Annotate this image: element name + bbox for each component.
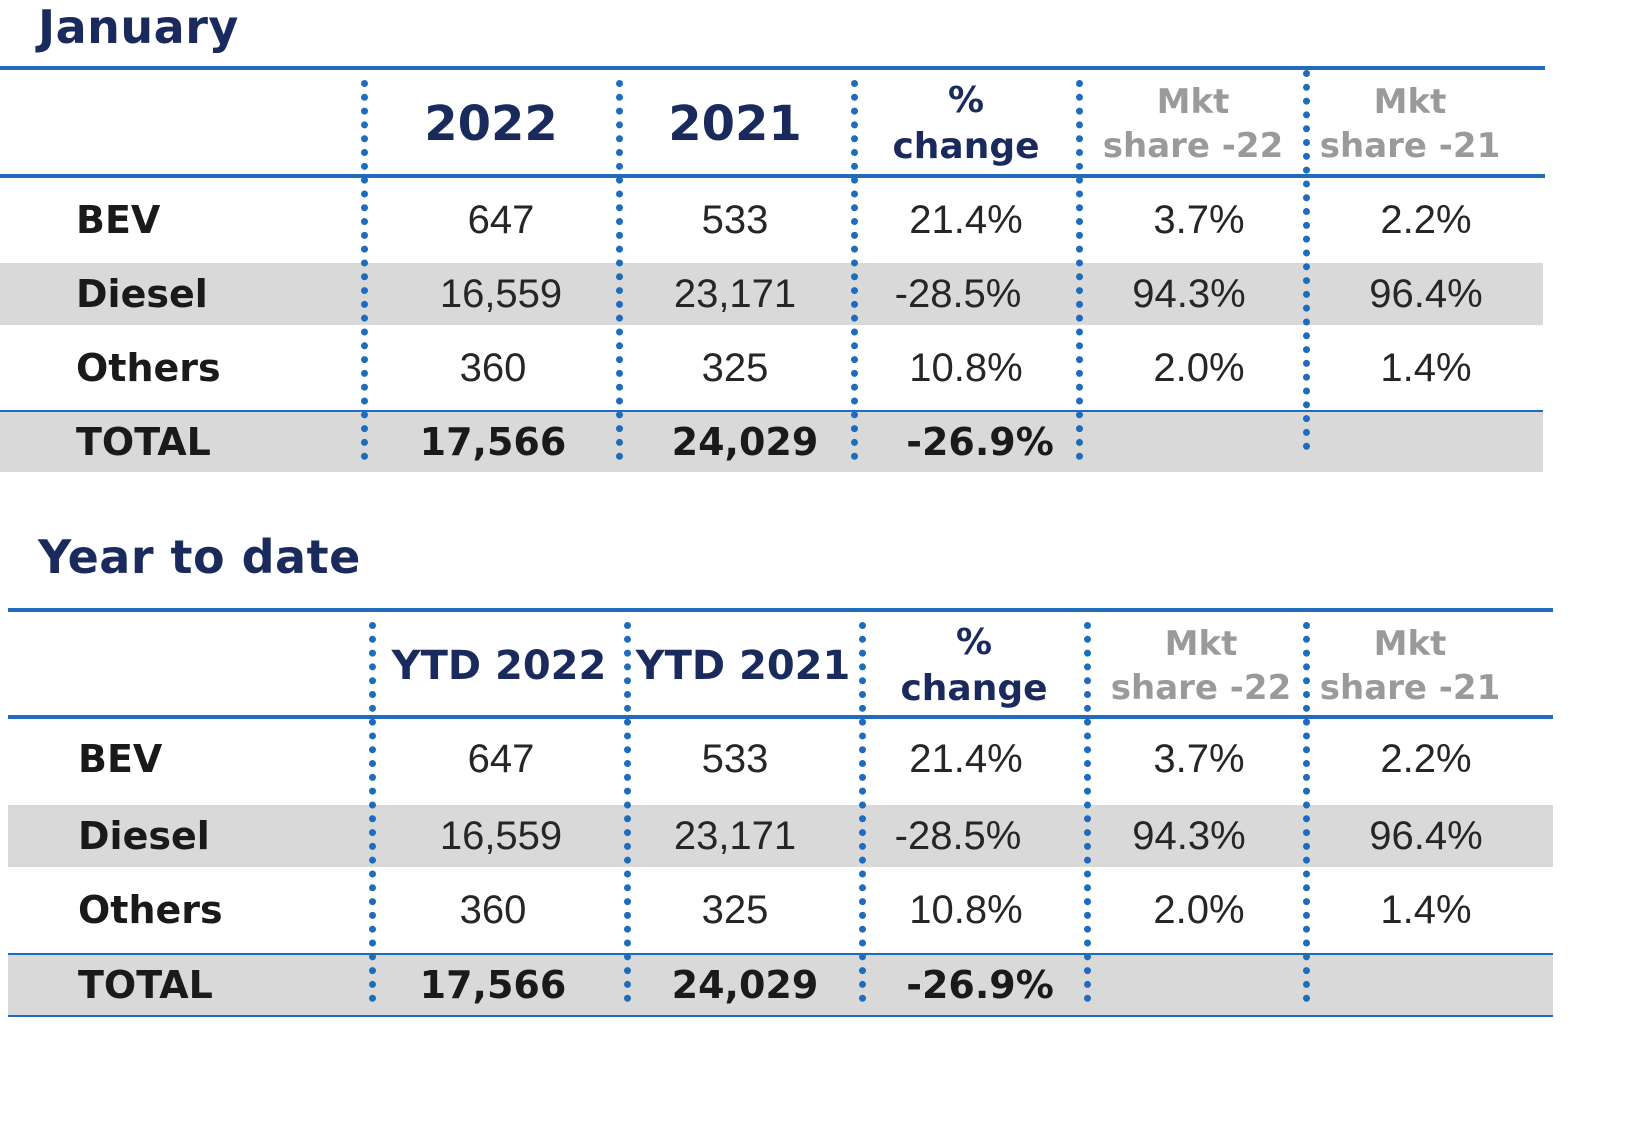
header-mkt21-line1: Mkt [1373,82,1447,122]
cell-value: 325 [701,887,769,932]
header-mkt22-line2: share -22 [1110,668,1292,708]
cell-value: 360 [459,345,527,390]
cell-value: 3.7% [1153,197,1245,242]
cell-value: 2.0% [1153,887,1245,932]
column-divider [616,80,623,460]
header-bottom-rule [8,715,1553,719]
table-top-rule [8,608,1553,612]
row-shade-total [8,955,1553,1015]
row-shade-total [0,412,1543,472]
row-label-others: Others [76,346,221,390]
header-mkt22-line1: Mkt [1164,624,1238,664]
cell-value: 533 [701,736,769,781]
header-mkt-share-21: Mkt share -21 [1310,74,1510,174]
row-shade-diesel [0,263,1543,325]
total-value: 24,029 [671,420,819,464]
total-bottom-rule [8,1015,1553,1017]
total-value: 17,566 [419,420,567,464]
header-bottom-rule [0,174,1545,178]
cell-value: 1.4% [1380,345,1472,390]
cell-value: 10.8% [909,887,1023,932]
header-mkt21-line1: Mkt [1373,624,1447,664]
cell-value: 16,559 [439,271,563,316]
header-pct-change: % change [866,616,1082,716]
cell-value: 325 [701,345,769,390]
row-label-others: Others [78,888,223,932]
header-mkt-share-21: Mkt share -21 [1310,616,1510,716]
total-value: 24,029 [671,963,819,1007]
total-value: -26.9% [906,963,1054,1007]
cell-value: 94.3% [1132,271,1246,316]
cell-value: 647 [467,736,535,781]
cell-value: 360 [459,887,527,932]
cell-value: 2.2% [1380,736,1472,781]
header-pct-line2: change [892,126,1040,167]
total-value: 17,566 [419,963,567,1007]
section-title-ytd: Year to date [38,530,361,584]
cell-value: 21.4% [909,736,1023,781]
header-mkt-share-22: Mkt share -22 [1092,616,1310,716]
table-top-rule [0,66,1545,70]
header-mkt21-line2: share -21 [1319,668,1501,708]
cell-value: 21.4% [909,197,1023,242]
cell-value: 3.7% [1153,736,1245,781]
header-2022: 2022 [424,96,558,152]
section-title-january: January [38,0,239,54]
column-divider [624,622,631,1002]
cell-value: 96.4% [1369,271,1483,316]
column-divider [859,622,866,1002]
column-divider [1303,70,1310,450]
cell-value: -28.5% [894,271,1022,316]
cell-value: 647 [467,197,535,242]
header-mkt21-line2: share -21 [1319,126,1501,166]
row-shade-diesel [8,805,1553,867]
column-divider [1084,622,1091,1002]
header-mkt22-line2: share -22 [1102,126,1284,166]
january-table: 2022 2021 % change Mkt share -22 Mkt sha… [0,66,1550,476]
row-label-bev: BEV [78,737,163,781]
column-divider [361,80,368,460]
ytd-table: YTD 2022 YTD 2021 % change Mkt share -22… [8,608,1558,1020]
cell-value: 23,171 [673,813,797,858]
header-pct-change: % change [858,74,1074,174]
column-divider [1076,80,1083,460]
cell-value: 2.2% [1380,197,1472,242]
total-top-rule [0,410,1543,412]
header-ytd-2021: YTD 2021 [635,643,851,689]
row-label-diesel: Diesel [78,814,210,858]
header-2021: 2021 [668,96,802,152]
total-value: -26.9% [906,420,1054,464]
row-label-total: TOTAL [76,420,211,464]
total-top-rule [8,953,1553,955]
row-label-total: TOTAL [78,963,213,1007]
cell-value: 533 [701,197,769,242]
cell-value: 10.8% [909,345,1023,390]
header-mkt-share-22: Mkt share -22 [1084,74,1302,174]
header-pct-line1: % [947,80,985,121]
cell-value: -28.5% [894,813,1022,858]
header-ytd-2022: YTD 2022 [391,643,607,689]
cell-value: 96.4% [1369,813,1483,858]
column-divider [369,622,376,1002]
cell-value: 1.4% [1380,887,1472,932]
column-divider [851,80,858,460]
cell-value: 23,171 [673,271,797,316]
cell-value: 94.3% [1132,813,1246,858]
header-mkt22-line1: Mkt [1156,82,1230,122]
cell-value: 2.0% [1153,345,1245,390]
row-label-bev: BEV [76,198,161,242]
header-pct-line1: % [955,622,993,663]
cell-value: 16,559 [439,813,563,858]
column-divider [1303,622,1310,1002]
header-pct-line2: change [900,668,1048,709]
row-label-diesel: Diesel [76,272,208,316]
